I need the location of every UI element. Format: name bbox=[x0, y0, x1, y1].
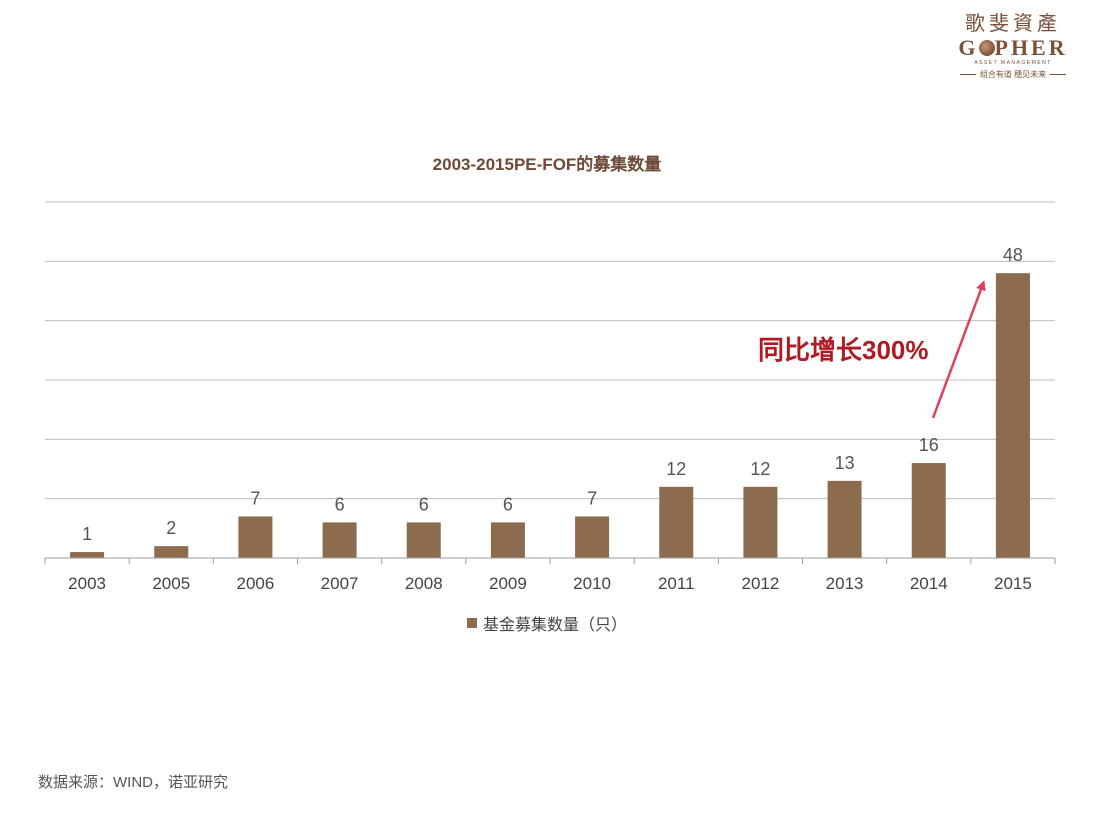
growth-annotation: 同比增长300% bbox=[758, 335, 929, 365]
growth-arrow bbox=[931, 280, 986, 419]
data-label-2014: 16 bbox=[919, 435, 939, 455]
bar-2008 bbox=[406, 522, 441, 558]
logo-chinese-name: 歌斐資產 bbox=[965, 11, 1061, 35]
x-tick-label-2008: 2008 bbox=[405, 574, 443, 593]
data-label-2015: 48 bbox=[1003, 245, 1023, 265]
company-logo: 歌斐資產 G PHER ASSET MANAGEMENT 组合有道 穗见未来 bbox=[954, 10, 1072, 80]
motto-text: 组合有道 穗见未来 bbox=[979, 70, 1047, 79]
x-tick-label-2007: 2007 bbox=[321, 574, 359, 593]
bar-2005 bbox=[154, 546, 189, 558]
bar-2014 bbox=[911, 463, 946, 558]
bar-2010 bbox=[575, 516, 610, 558]
x-axis: 2003 2005 2006 2007 2008 2009 2010 2011 2012 2013… bbox=[44, 557, 1056, 593]
bar-2007 bbox=[322, 522, 357, 558]
x-tick-label-2013: 2013 bbox=[826, 574, 864, 593]
x-tick-label-2014: 2014 bbox=[910, 574, 948, 593]
data-label-2005: 2 bbox=[166, 518, 176, 538]
chart-legend: 基金募集数量（只） bbox=[0, 611, 1094, 635]
bar-2003 bbox=[70, 552, 105, 558]
motto-left-rule bbox=[959, 74, 976, 75]
x-tick-label-2006: 2006 bbox=[237, 574, 275, 593]
data-label-2010: 7 bbox=[587, 488, 597, 508]
data-label-2013: 13 bbox=[835, 453, 855, 473]
motto-right-rule bbox=[1050, 74, 1067, 75]
bar-2006 bbox=[238, 516, 273, 558]
data-label-2003: 1 bbox=[82, 524, 92, 544]
logo-motto: 组合有道 穗见未来 bbox=[954, 69, 1072, 80]
gridlines bbox=[45, 201, 1055, 500]
x-tick-label-2005: 2005 bbox=[152, 574, 190, 593]
bar-2011 bbox=[659, 486, 694, 558]
growth-arrow-line bbox=[931, 280, 986, 419]
x-tick-label-2010: 2010 bbox=[573, 574, 611, 593]
bar-2009 bbox=[490, 522, 525, 558]
data-label-2012: 12 bbox=[750, 459, 770, 479]
chart-title: 2003-2015PE-FOF的募集数量 bbox=[432, 155, 662, 174]
x-tick-label-2009: 2009 bbox=[489, 574, 527, 593]
data-label-2011: 12 bbox=[666, 459, 686, 479]
logo-english-name: G PHER bbox=[954, 36, 1072, 60]
data-label-2009: 6 bbox=[503, 494, 513, 514]
bar-2013 bbox=[827, 480, 862, 558]
bar-2015 bbox=[995, 273, 1030, 558]
x-tick-label-2015: 2015 bbox=[994, 574, 1032, 593]
logo-o-icon bbox=[978, 40, 995, 56]
data-label-2006: 7 bbox=[250, 488, 260, 508]
x-tick-label-2003: 2003 bbox=[68, 574, 106, 593]
data-label-2007: 6 bbox=[335, 494, 345, 514]
x-tick-label-2011: 2011 bbox=[658, 574, 695, 593]
logo-letter-g: G bbox=[958, 35, 979, 60]
x-tick-label-2012: 2012 bbox=[742, 574, 780, 593]
legend-label: 基金募集数量（只） bbox=[482, 617, 627, 634]
bar-2012 bbox=[743, 486, 778, 558]
bars bbox=[70, 273, 1030, 558]
data-source-note: 数据来源：WIND，诺亚研究 bbox=[38, 774, 228, 791]
legend-swatch bbox=[466, 618, 477, 628]
logo-letters-pher: PHER bbox=[994, 35, 1068, 60]
logo-subtitle: ASSET MANAGEMENT bbox=[974, 60, 1052, 66]
data-label-2008: 6 bbox=[419, 494, 429, 514]
